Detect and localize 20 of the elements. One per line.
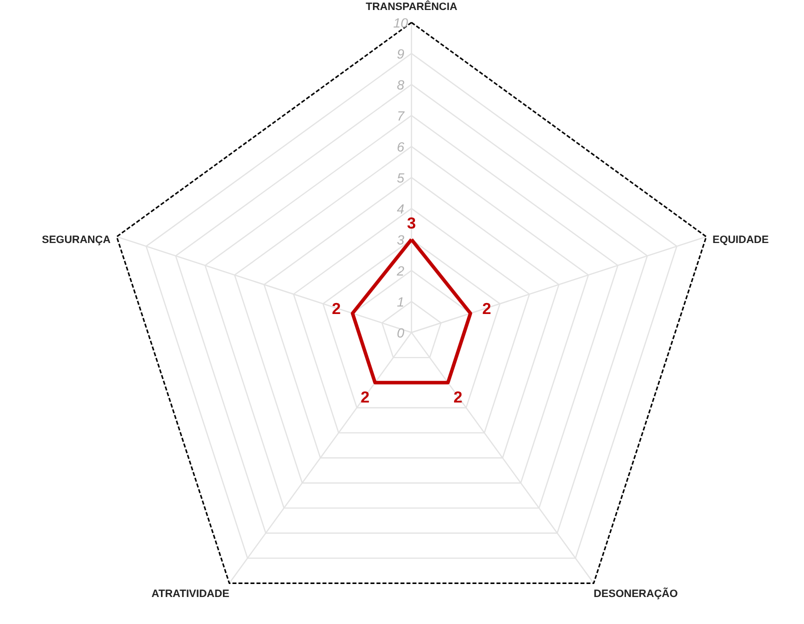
y-tick-label: 4	[396, 202, 404, 216]
data-label: 2	[453, 389, 462, 406]
spoke-label: ATRATIVIDADE	[152, 588, 230, 600]
y-tick-label: 8	[396, 78, 405, 93]
y-tick-label: 3	[396, 232, 405, 248]
data-label: 2	[360, 389, 370, 406]
spoke-label: EQUIDADE	[712, 234, 769, 246]
spoke-label: TRANSPARÊNCIA	[366, 0, 458, 14]
spoke-label: SEGURANÇA	[42, 234, 111, 246]
data-label: 2	[482, 301, 492, 318]
y-tick-label: 9	[396, 46, 405, 62]
y-tick-label: 5	[396, 170, 405, 186]
y-tick-label: 10	[393, 16, 409, 31]
data-label: 2	[332, 301, 341, 318]
y-tick-label: 7	[396, 108, 405, 124]
y-tick-label: 1	[396, 294, 404, 310]
y-tick-label: 2	[396, 263, 405, 278]
y-tick-label: 6	[396, 140, 405, 155]
y-tick-label: 0	[396, 325, 405, 340]
spoke-label: DESONERAÇÃO	[594, 586, 678, 600]
